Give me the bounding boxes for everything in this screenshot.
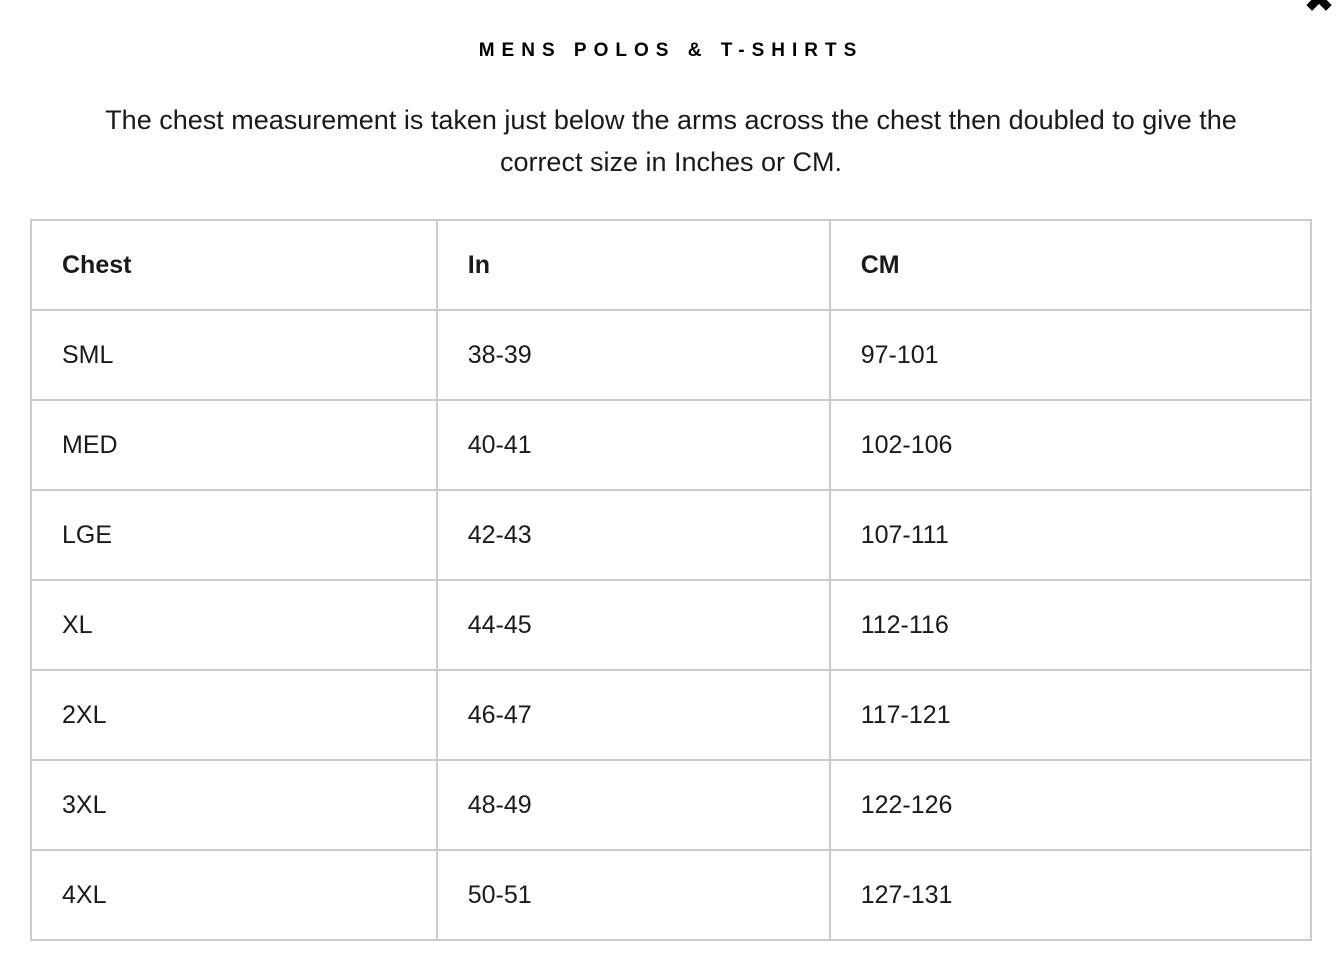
column-header-chest: Chest — [30, 219, 438, 311]
table-row: XL 44-45 112-116 — [30, 579, 1313, 671]
cell-cm: 97-101 — [828, 309, 1313, 401]
column-header-cm: CM — [828, 219, 1313, 311]
cell-cm: 102-106 — [828, 399, 1313, 491]
cell-size: 4XL — [30, 849, 438, 941]
cell-cm: 127-131 — [828, 849, 1313, 941]
size-description-line2: correct size in Inches or CM. — [499, 147, 843, 177]
cell-inches: 50-51 — [435, 849, 831, 941]
size-description-line1: The chest measurement is taken just belo… — [105, 105, 1237, 135]
cell-cm: 122-126 — [828, 759, 1313, 851]
size-description: The chest measurement is taken just belo… — [76, 99, 1266, 183]
cell-cm: 112-116 — [828, 579, 1313, 671]
table-row: 3XL 48-49 122-126 — [30, 759, 1313, 851]
cell-size: 3XL — [30, 759, 438, 851]
table-row: MED 40-41 102-106 — [30, 399, 1313, 491]
cell-size: SML — [30, 309, 438, 401]
cell-inches: 38-39 — [435, 309, 831, 401]
size-table: Chest In CM SML 38-39 97-101 MED 40-41 1… — [30, 219, 1313, 941]
table-header-row: Chest In CM — [30, 219, 1313, 311]
column-header-inches: In — [435, 219, 831, 311]
cell-inches: 40-41 — [435, 399, 831, 491]
cell-size: 2XL — [30, 669, 438, 761]
cell-inches: 48-49 — [435, 759, 831, 851]
cell-size: XL — [30, 579, 438, 671]
cell-cm: 117-121 — [828, 669, 1313, 761]
cell-inches: 42-43 — [435, 489, 831, 581]
table-row: LGE 42-43 107-111 — [30, 489, 1313, 581]
cell-inches: 44-45 — [435, 579, 831, 671]
table-row: 4XL 50-51 127-131 — [30, 849, 1313, 941]
page-title: MENS POLOS & T-SHIRTS — [478, 40, 864, 61]
table-row: 2XL 46-47 117-121 — [30, 669, 1313, 761]
cell-cm: 107-111 — [828, 489, 1313, 581]
cell-inches: 46-47 — [435, 669, 831, 761]
cell-size: MED — [30, 399, 438, 491]
cell-size: LGE — [30, 489, 438, 581]
table-row: SML 38-39 97-101 — [30, 309, 1313, 401]
close-icon[interactable]: ✖ — [1303, 0, 1335, 18]
